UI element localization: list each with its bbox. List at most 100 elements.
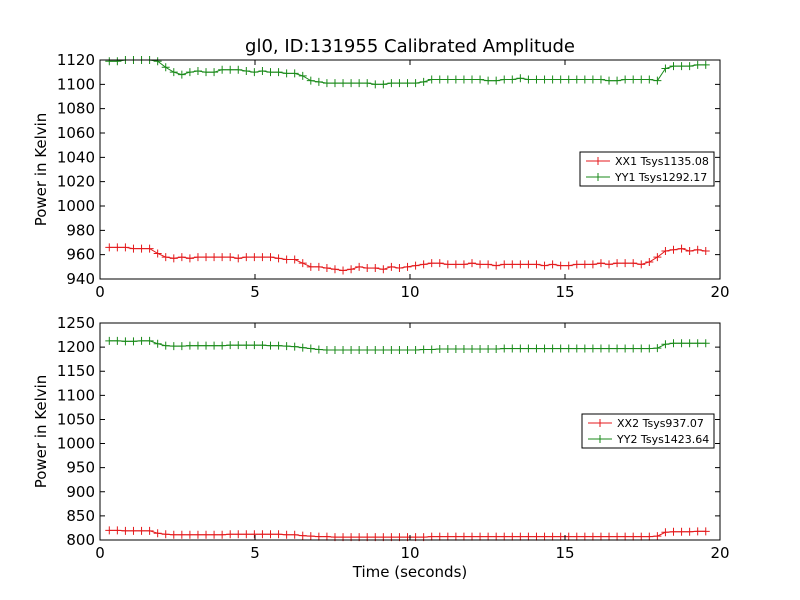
data-point	[645, 532, 654, 541]
data-point	[661, 247, 670, 256]
data-point	[193, 530, 202, 539]
data-point	[476, 260, 485, 269]
data-point	[645, 257, 654, 266]
data-point	[500, 532, 509, 541]
data-point	[322, 532, 331, 541]
data-point	[226, 65, 235, 74]
data-point	[435, 345, 444, 354]
data-point	[492, 261, 501, 270]
data-point	[153, 529, 162, 538]
data-point	[161, 341, 170, 350]
legend-box	[579, 151, 715, 187]
data-point	[661, 528, 670, 537]
y-axis-label: Power in Kelvin	[32, 113, 50, 227]
y-tick-label: 1020	[57, 173, 95, 191]
data-point	[613, 76, 622, 85]
data-point	[653, 76, 662, 85]
data-point	[629, 344, 638, 353]
data-point	[693, 60, 702, 69]
data-point	[185, 530, 194, 539]
y-tick-label: 960	[66, 246, 95, 264]
data-point	[137, 336, 146, 345]
data-point	[524, 532, 533, 541]
x-tick-label: 0	[95, 544, 105, 562]
data-point	[169, 342, 178, 351]
data-point	[242, 253, 251, 262]
x-tick-label: 15	[555, 544, 574, 562]
data-point	[419, 77, 428, 86]
data-point	[282, 255, 291, 264]
data-point	[322, 264, 331, 273]
data-point	[242, 66, 251, 75]
data-point	[298, 343, 307, 352]
data-point	[129, 337, 138, 346]
data-point	[113, 526, 122, 535]
data-point	[621, 344, 630, 353]
data-point	[685, 62, 694, 71]
data-point	[298, 259, 307, 268]
y-tick-label: 1080	[57, 100, 95, 118]
data-point	[274, 530, 283, 539]
legend-marker	[596, 419, 604, 427]
x-tick-label: 15	[555, 283, 574, 301]
data-point	[250, 530, 259, 539]
data-point	[274, 254, 283, 263]
top-panel: 0 5 10 15 20 940 960 980 1000 1020 1040 1060 1080 110…	[32, 51, 730, 301]
data-point	[621, 259, 630, 268]
data-point	[540, 532, 549, 541]
y-tick-label: 800	[66, 531, 95, 549]
data-point	[451, 345, 460, 354]
data-point	[605, 344, 614, 353]
data-point	[266, 253, 275, 262]
data-point	[685, 527, 694, 536]
data-point	[508, 532, 517, 541]
data-point	[258, 530, 267, 539]
data-point	[379, 265, 388, 274]
data-point	[234, 341, 243, 350]
data-point	[314, 262, 323, 271]
data-point	[403, 79, 412, 88]
data-point	[419, 345, 428, 354]
data-point	[363, 79, 372, 88]
data-point	[234, 254, 243, 263]
data-point	[290, 342, 299, 351]
data-point	[129, 244, 138, 253]
y-tick-label: 1040	[57, 148, 95, 166]
data-point	[532, 75, 541, 84]
data-point	[661, 340, 670, 349]
data-point	[484, 532, 493, 541]
data-point	[451, 532, 460, 541]
data-point	[588, 75, 597, 84]
data-point	[161, 530, 170, 539]
data-point	[500, 75, 509, 84]
y-tick-label: 1100	[57, 75, 95, 93]
data-point	[427, 345, 436, 354]
data-point	[532, 532, 541, 541]
data-point	[564, 75, 573, 84]
legend-box	[581, 413, 715, 449]
data-point	[661, 64, 670, 73]
data-point	[605, 76, 614, 85]
data-point	[500, 260, 509, 269]
data-point	[250, 341, 259, 350]
data-point	[508, 260, 517, 269]
data-point	[556, 532, 565, 541]
data-point	[443, 532, 452, 541]
data-point	[411, 79, 420, 88]
data-point	[629, 532, 638, 541]
data-point	[145, 526, 154, 535]
data-point	[282, 530, 291, 539]
data-point	[153, 339, 162, 348]
legend-entry-label: YY1 Tsys1292.17	[614, 171, 707, 184]
data-point	[701, 60, 710, 69]
data-point	[419, 260, 428, 269]
y-tick-label: 1120	[57, 51, 95, 69]
data-point	[556, 75, 565, 84]
data-point	[572, 75, 581, 84]
data-point	[371, 80, 380, 89]
data-point	[451, 260, 460, 269]
data-point	[193, 341, 202, 350]
data-point	[540, 344, 549, 353]
legend-entry-label: XX2 Tsys937.07	[617, 417, 704, 430]
data-point	[226, 253, 235, 262]
